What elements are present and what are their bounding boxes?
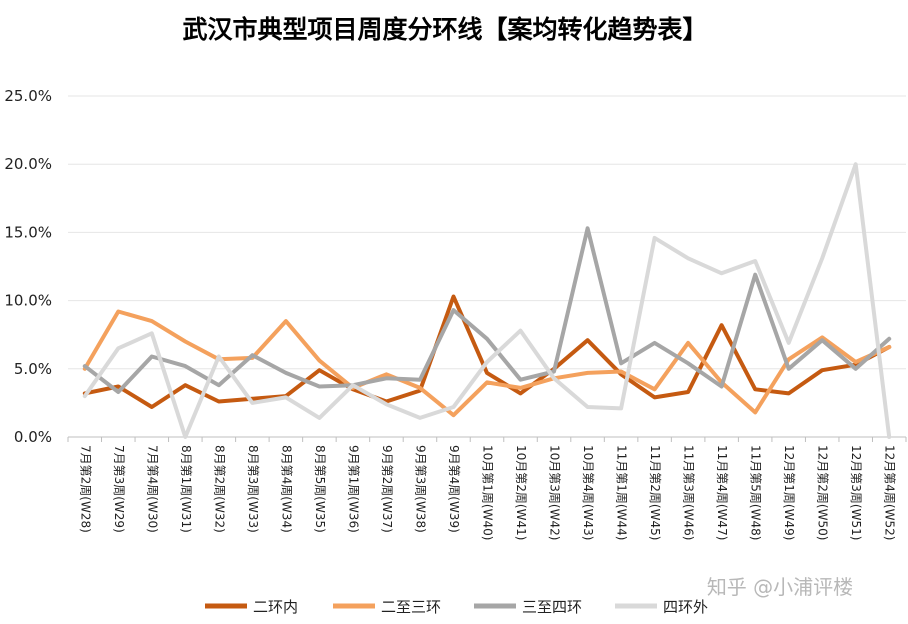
x-tick-label: 12月第2周(W50) <box>816 445 830 540</box>
x-tick-label: 8月第5周(W35) <box>313 445 327 533</box>
x-axis <box>67 436 907 442</box>
y-tick-label: 15.0% <box>4 223 52 241</box>
x-tick-label: 12月第1周(W49) <box>782 445 796 540</box>
y-axis: 0.0% 5.0% 10.0% 15.0% 20.0% 25.0% <box>4 87 52 446</box>
y-tick-label: 20.0% <box>4 155 52 173</box>
legend-label: 三至四环 <box>522 598 582 616</box>
series-line-4 <box>82 162 892 439</box>
chart-title: 武汉市典型项目周度分环线【案均转化趋势表】 <box>182 15 707 44</box>
series-line-1 <box>82 294 892 409</box>
x-tick-label: 10月第4周(W43) <box>581 445 595 540</box>
x-tick-labels: 7月第2周(W28) 7月第3周(W29) 7月第4周(W30) 8月第1周(W31)… <box>78 445 896 540</box>
grid <box>68 95 906 370</box>
y-tick-label: 5.0% <box>14 360 52 378</box>
x-tick-label: 10月第1周(W40) <box>481 445 495 540</box>
legend: 二环内 二至三环 三至四环 四环外 <box>205 598 708 616</box>
x-tick-label: 8月第2周(W32) <box>212 445 226 533</box>
y-tick-label: 0.0% <box>14 428 52 446</box>
x-tick-label: 9月第4周(W39) <box>447 445 461 533</box>
x-tick-label: 9月第3周(W38) <box>413 445 427 533</box>
x-tick-label: 12月第4周(W52) <box>883 445 897 540</box>
x-tick-label: 10月第2周(W41) <box>514 445 528 540</box>
x-tick-label: 11月第1周(W44) <box>615 445 629 540</box>
x-tick-label: 8月第3周(W33) <box>246 445 260 533</box>
x-tick-label: 11月第4周(W47) <box>715 445 729 540</box>
legend-label: 四环外 <box>663 598 708 616</box>
x-tick-label: 7月第2周(W28) <box>78 445 92 533</box>
x-tick-label: 9月第2周(W37) <box>380 445 394 533</box>
x-tick-label: 7月第4周(W30) <box>145 445 159 533</box>
watermark: 知乎 @小浦评楼 <box>707 575 853 599</box>
x-tick-label: 11月第3周(W46) <box>682 445 696 540</box>
x-tick-label: 11月第5周(W48) <box>749 445 763 540</box>
legend-label: 二环内 <box>253 598 298 616</box>
series-line-3 <box>82 226 892 394</box>
x-tick-label: 7月第3周(W29) <box>112 445 126 533</box>
y-tick-label: 10.0% <box>4 292 52 310</box>
x-tick-label: 9月第1周(W36) <box>346 445 360 533</box>
series-lines <box>82 162 892 439</box>
x-tick-label: 8月第1周(W31) <box>179 445 193 533</box>
x-tick-label: 10月第3周(W42) <box>548 445 562 540</box>
y-tick-label: 25.0% <box>4 87 52 105</box>
x-tick-label: 8月第4周(W34) <box>279 445 293 533</box>
x-tick-label: 11月第2周(W45) <box>648 445 662 540</box>
x-tick-label: 12月第3周(W51) <box>849 445 863 540</box>
legend-label: 二至三环 <box>381 598 441 616</box>
